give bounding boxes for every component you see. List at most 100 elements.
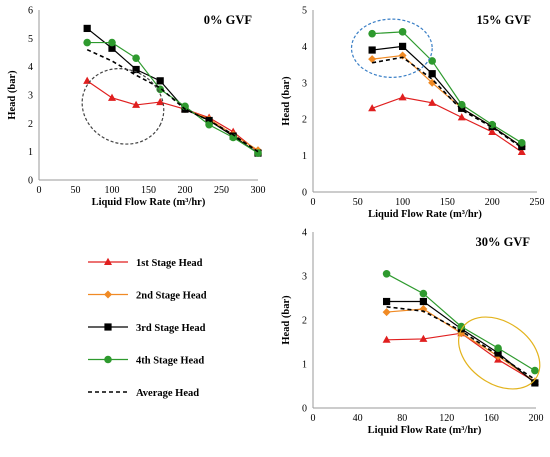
y-axis-label: Head (bar) xyxy=(281,295,292,345)
data-point xyxy=(419,289,428,298)
data-point xyxy=(205,120,213,129)
data-point xyxy=(108,44,116,52)
x-tick-label: 50 xyxy=(71,185,81,196)
data-point xyxy=(517,139,526,147)
y-axis-label: Head (bar) xyxy=(7,70,18,120)
legend-item-average-head: Average Head xyxy=(88,388,199,399)
data-point xyxy=(156,97,165,106)
x-axis-label: Liquid Flow Rate (m³/hr) xyxy=(368,209,482,220)
chart-0pct-gvf: 0 50 100 150 200 250 300 0 1 2 3 4 5 6 Liquid Flow Rat… xyxy=(7,6,266,209)
highlight-ellipse xyxy=(81,68,165,145)
y-tick-label: 4 xyxy=(28,62,33,73)
chart-15pct-gvf: 0 50 100 150 200 250 0 1 2 3 4 5 Liquid Flow Rate (m… xyxy=(281,6,545,221)
y-tick-label: 3 xyxy=(28,91,33,102)
data-point xyxy=(488,120,497,129)
legend: 1st Stage Head 2nd Stage Head 3rd Stage He… xyxy=(88,257,207,399)
series-line xyxy=(371,56,523,149)
legend-item-1st-stage-head: 1st Stage Head xyxy=(88,257,203,269)
x-tick-label: 200 xyxy=(529,413,544,424)
series-4th-stage-head xyxy=(368,28,526,147)
data-point xyxy=(132,54,140,62)
y-tick-label: 5 xyxy=(28,34,33,45)
x-tick-label: 100 xyxy=(395,197,410,208)
data-point xyxy=(382,270,391,278)
data-point xyxy=(457,322,466,331)
data-point xyxy=(132,100,141,108)
series-line xyxy=(386,306,536,381)
series-line xyxy=(86,48,259,153)
x-tick-label: 0 xyxy=(311,197,316,208)
y-tick-label: 1 xyxy=(302,360,307,371)
x-tick-label: 100 xyxy=(105,185,120,196)
legend-label: 4th Stage Head xyxy=(136,356,204,367)
y-tick-label: 0 xyxy=(302,188,307,199)
highlight-ellipse xyxy=(350,18,433,78)
legend-marker xyxy=(104,355,112,364)
x-tick-label: 250 xyxy=(214,185,229,196)
series-line xyxy=(86,80,259,153)
data-point xyxy=(399,42,407,50)
data-point xyxy=(428,70,436,78)
legend-label: 1st Stage Head xyxy=(136,258,203,269)
data-point xyxy=(398,28,407,36)
data-point xyxy=(531,366,539,375)
data-point xyxy=(108,38,116,47)
y-tick-label: 1 xyxy=(302,151,307,162)
legend-item-3rd-stage-head: 3rd Stage Head xyxy=(88,323,206,334)
legend-item-4th-stage-head: 4th Stage Head xyxy=(88,356,204,367)
y-tick-label: 2 xyxy=(302,115,307,126)
series-line xyxy=(386,308,536,383)
x-tick-label: 200 xyxy=(178,185,193,196)
series-line xyxy=(371,96,523,153)
data-point xyxy=(531,379,539,387)
data-point xyxy=(419,334,428,342)
data-point xyxy=(368,55,377,64)
y-tick-label: 5 xyxy=(302,6,307,17)
series-line xyxy=(372,31,523,144)
data-point xyxy=(398,93,407,101)
data-point xyxy=(488,127,497,135)
x-tick-label: 160 xyxy=(484,413,499,424)
data-point xyxy=(419,297,427,306)
y-tick-label: 6 xyxy=(28,6,33,17)
data-point xyxy=(457,113,466,121)
y-tick-label: 3 xyxy=(302,272,307,283)
data-point xyxy=(83,24,91,33)
y-tick-label: 0 xyxy=(302,404,307,415)
series-4th-stage-head xyxy=(83,38,262,157)
chart-30pct-gvf: 0 40 80 120 160 200 0 1 2 3 4 Liquid Flow Rate (m³/… xyxy=(281,228,544,437)
series-3rd-stage-head xyxy=(382,297,539,387)
data-point xyxy=(428,98,437,106)
x-tick-label: 200 xyxy=(485,197,500,208)
x-axis-label: Liquid Flow Rate (m³/hr) xyxy=(92,197,206,208)
data-point xyxy=(83,38,91,47)
series-line xyxy=(372,45,523,147)
x-tick-label: 50 xyxy=(353,197,363,208)
legend-label: 3rd Stage Head xyxy=(136,323,206,334)
data-point xyxy=(368,29,376,38)
highlight-ellipse xyxy=(458,316,541,390)
legend-item-2nd-stage-head: 2nd Stage Head xyxy=(88,290,207,302)
x-axis-label: Liquid Flow Rate (m³/hr) xyxy=(368,425,482,436)
series-4th-stage-head xyxy=(382,270,539,375)
y-tick-label: 4 xyxy=(302,228,307,239)
x-tick-label: 150 xyxy=(440,197,455,208)
series-line xyxy=(386,300,536,384)
legend-marker xyxy=(104,323,112,331)
data-point xyxy=(382,335,391,343)
y-tick-label: 2 xyxy=(28,119,33,130)
y-axis-label: Head (bar) xyxy=(281,76,292,126)
series-average-head xyxy=(386,306,536,381)
x-tick-label: 0 xyxy=(37,185,42,196)
series-line xyxy=(386,273,536,372)
data-point xyxy=(494,349,502,357)
x-tick-label: 0 xyxy=(311,413,316,424)
data-point xyxy=(428,57,436,65)
x-tick-label: 150 xyxy=(141,185,156,196)
y-tick-label: 3 xyxy=(302,78,307,89)
series-average-head xyxy=(371,56,523,149)
y-tick-label: 0 xyxy=(28,176,33,187)
data-point xyxy=(517,147,526,155)
